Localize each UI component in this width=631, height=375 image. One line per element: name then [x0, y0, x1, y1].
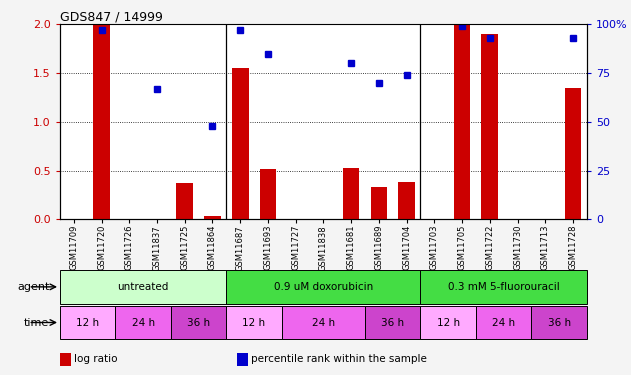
- Bar: [343, 168, 360, 219]
- Bar: [259, 169, 276, 219]
- Text: 36 h: 36 h: [381, 318, 404, 327]
- Text: 24 h: 24 h: [492, 318, 515, 327]
- Text: time: time: [24, 318, 49, 327]
- Bar: [177, 183, 193, 219]
- Text: agent: agent: [17, 282, 49, 292]
- Bar: [232, 68, 249, 219]
- Bar: [565, 88, 581, 219]
- Bar: [420, 306, 476, 339]
- Text: 36 h: 36 h: [548, 318, 570, 327]
- Text: 36 h: 36 h: [187, 318, 210, 327]
- Bar: [60, 306, 115, 339]
- Bar: [115, 306, 171, 339]
- Bar: [93, 24, 110, 219]
- Text: 12 h: 12 h: [242, 318, 266, 327]
- Text: 12 h: 12 h: [76, 318, 99, 327]
- Bar: [365, 306, 420, 339]
- Bar: [282, 306, 365, 339]
- Bar: [481, 34, 498, 219]
- Text: 24 h: 24 h: [312, 318, 335, 327]
- Bar: [60, 270, 227, 304]
- Bar: [454, 24, 470, 219]
- Text: 0.3 mM 5-fluorouracil: 0.3 mM 5-fluorouracil: [448, 282, 560, 292]
- Bar: [531, 306, 587, 339]
- Bar: [227, 306, 282, 339]
- Text: percentile rank within the sample: percentile rank within the sample: [251, 354, 427, 364]
- Bar: [476, 306, 531, 339]
- Bar: [227, 270, 420, 304]
- Text: 12 h: 12 h: [437, 318, 460, 327]
- Text: untreated: untreated: [117, 282, 169, 292]
- Bar: [370, 187, 387, 219]
- Text: 0.9 uM doxorubicin: 0.9 uM doxorubicin: [274, 282, 373, 292]
- Text: 24 h: 24 h: [132, 318, 155, 327]
- Bar: [171, 306, 227, 339]
- Bar: [204, 216, 221, 219]
- Text: GDS847 / 14999: GDS847 / 14999: [60, 10, 163, 23]
- Bar: [420, 270, 587, 304]
- Bar: [398, 182, 415, 219]
- Text: log ratio: log ratio: [74, 354, 117, 364]
